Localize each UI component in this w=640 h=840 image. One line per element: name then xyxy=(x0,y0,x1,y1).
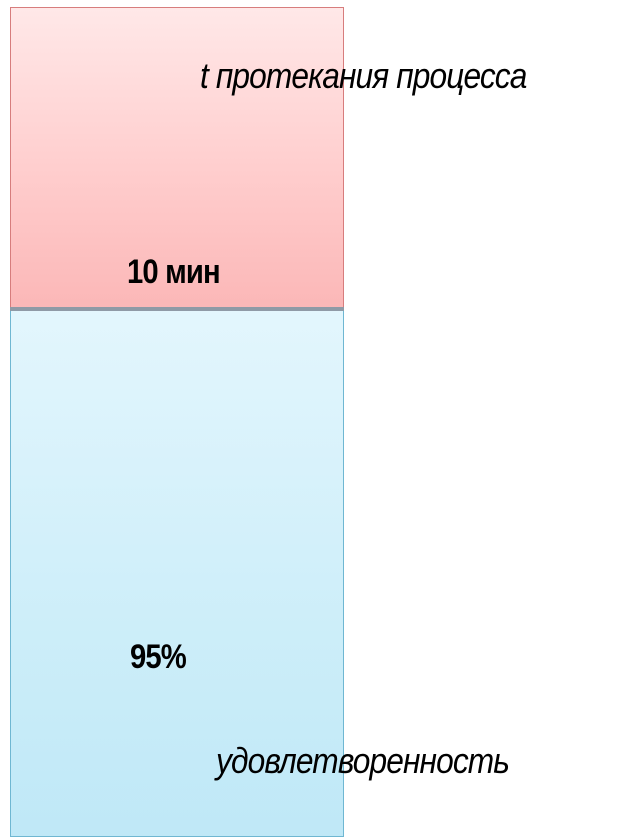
satisfaction-value: 95% xyxy=(130,638,187,676)
time-value: 10 мин xyxy=(127,253,221,291)
satisfaction-caption: удовлетворенность xyxy=(216,740,510,781)
time-caption: t протекания процесса xyxy=(200,55,527,96)
time-segment xyxy=(10,7,344,309)
satisfaction-segment xyxy=(10,309,344,837)
segment-divider xyxy=(10,307,344,311)
